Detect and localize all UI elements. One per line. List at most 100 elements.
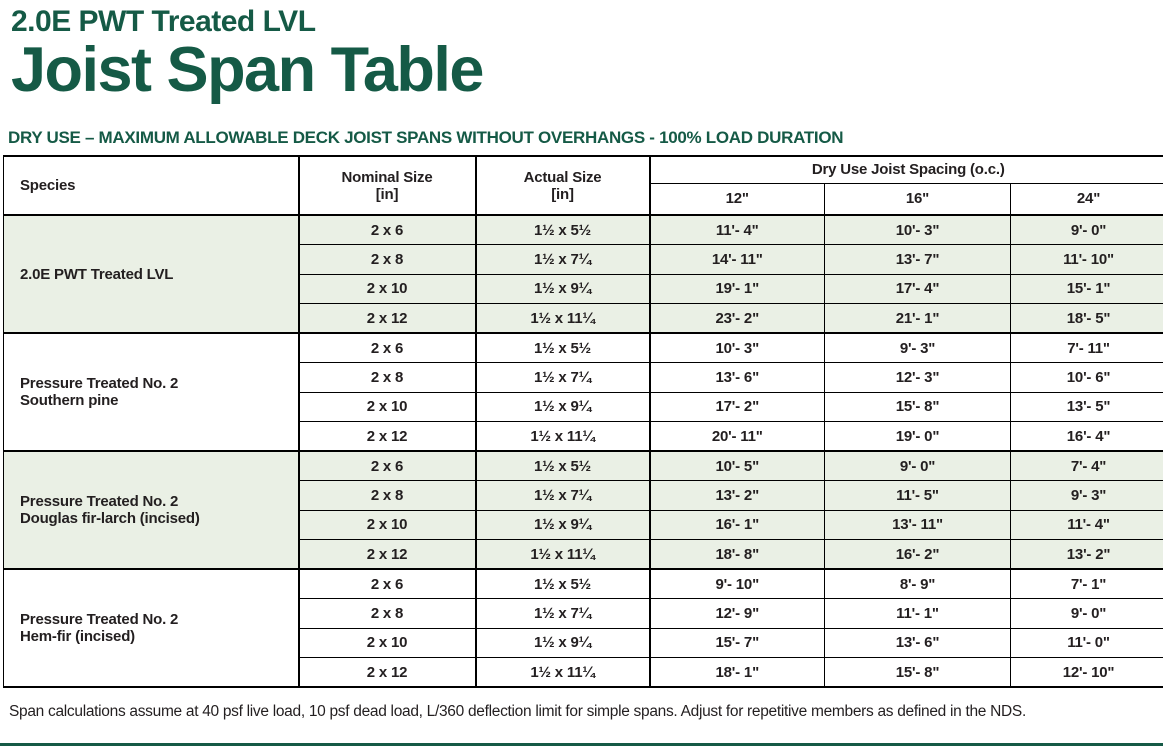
span-value-cell-16in: 21'- 1" [824, 303, 1011, 334]
nominal-size-cell: 2 x 12 [298, 421, 477, 452]
span-value-cell-24in: 15'- 1" [1009, 273, 1163, 305]
table-row: Pressure Treated No. 2 Hem-fir (incised) 2… [3, 568, 1163, 688]
nominal-size-cell: 2 x 10 [298, 627, 477, 659]
nominal-size-cell: 2 x 6 [298, 450, 477, 482]
span-value-cell-24in: 9'- 3" [1009, 480, 1163, 511]
span-value-cell-16in: 9'- 3" [824, 332, 1011, 364]
span-value-cell-12in: 14'- 11" [649, 244, 825, 275]
span-value-cell-24in: 18'- 5" [1009, 303, 1163, 334]
span-value-cell-12in: 10'- 3" [649, 332, 825, 364]
nominal-size-cell: 2 x 8 [298, 362, 477, 393]
actual-size-cell: 1½ x 5½ [475, 214, 651, 246]
span-value-cell-16in: 8'- 9" [824, 568, 1011, 600]
span-value-cell-12in: 13'- 2" [649, 480, 825, 511]
span-value-cell-24in: 13'- 5" [1009, 391, 1163, 423]
span-value-cell-16in: 9'- 0" [824, 450, 1011, 482]
page-title: Joist Span Table [11, 34, 484, 105]
nominal-size-cell: 2 x 10 [298, 509, 477, 541]
table-header: Species Nominal Size [in] Actual Size [i… [3, 155, 1163, 217]
col-header-nominal-size: Nominal Size [in] [298, 155, 477, 216]
joist-span-table: Species Nominal Size [in] Actual Size [i… [3, 155, 1163, 689]
actual-size-cell: 1½ x 7¼ [475, 598, 651, 629]
actual-size-cell: 1½ x 9¼ [475, 273, 651, 305]
span-value-cell-16in: 13'- 7" [824, 244, 1011, 275]
nominal-size-cell: 2 x 8 [298, 244, 477, 275]
actual-size-cell: 1½ x 11¼ [475, 657, 651, 688]
species-cell: Pressure Treated No. 2 Hem-fir (incised) [3, 568, 300, 688]
table-row: 2 x 12 1½ x 11¼ 23'- 2" 21'- 1" 18'- 5" [4, 303, 1163, 334]
span-value-cell-12in: 19'- 1" [649, 273, 825, 305]
col-header-spacing-24: 24" [1009, 182, 1163, 217]
col-header-actual-size-label: Actual Size [523, 168, 602, 186]
species-cell: 2.0E PWT Treated LVL [3, 214, 300, 334]
nominal-size-cell: 2 x 12 [298, 303, 477, 334]
span-value-cell-24in: 11'- 4" [1009, 509, 1163, 541]
span-value-cell-12in: 17'- 2" [649, 391, 825, 423]
table-subtitle: DRY USE – MAXIMUM ALLOWABLE DECK JOIST S… [8, 128, 844, 148]
span-value-cell-24in: 12'- 10" [1009, 657, 1163, 688]
species-name-line1: Pressure Treated No. 2 [20, 374, 179, 392]
col-header-spacing-16: 16" [824, 182, 1011, 217]
span-value-cell-24in: 9'- 0" [1009, 214, 1163, 246]
span-value-cell-24in: 11'- 10" [1009, 244, 1163, 275]
span-value-cell-16in: 17'- 4" [824, 273, 1011, 305]
col-header-spacing-12: 12" [649, 182, 825, 217]
table-row: 2 x 10 1½ x 9¼ 15'- 7" 13'- 6" 11'- 0" [4, 627, 1163, 659]
span-value-cell-12in: 16'- 1" [649, 509, 825, 541]
actual-size-cell: 1½ x 9¼ [475, 509, 651, 541]
species-name-line1: Pressure Treated No. 2 [20, 492, 179, 510]
nominal-size-cell: 2 x 8 [298, 480, 477, 511]
bottom-rule [0, 743, 1163, 746]
nominal-size-cell: 2 x 12 [298, 657, 477, 688]
table-row: 2 x 8 1½ x 7¼ 13'- 2" 11'- 5" 9'- 3" [4, 480, 1163, 511]
span-value-cell-24in: 7'- 11" [1009, 332, 1163, 364]
span-value-cell-12in: 18'- 8" [649, 539, 825, 570]
actual-size-cell: 1½ x 9¼ [475, 627, 651, 659]
species-name-line2: Southern pine [20, 392, 119, 410]
masthead: 2.0E PWT Treated LVL Joist Span Table [3, 6, 1160, 101]
span-value-cell-12in: 20'- 11" [649, 421, 825, 452]
table-row: 2 x 8 1½ x 7¼ 14'- 11" 13'- 7" 11'- 10" [4, 244, 1163, 275]
table-row: 2 x 10 1½ x 9¼ 19'- 1" 17'- 4" 15'- 1" [4, 273, 1163, 305]
table-row: 2 x 12 1½ x 11¼ 18'- 8" 16'- 2" 13'- 2" [4, 539, 1163, 570]
product-name: 2.0E PWT Treated LVL [11, 5, 316, 38]
actual-size-cell: 1½ x 11¼ [475, 303, 651, 334]
span-value-cell-16in: 19'- 0" [824, 421, 1011, 452]
span-value-cell-16in: 12'- 3" [824, 362, 1011, 393]
nominal-size-cell: 2 x 10 [298, 273, 477, 305]
span-value-cell-16in: 11'- 5" [824, 480, 1011, 511]
span-value-cell-16in: 15'- 8" [824, 391, 1011, 423]
nominal-size-cell: 2 x 8 [298, 598, 477, 629]
nominal-size-cell: 2 x 10 [298, 391, 477, 423]
table-row: 2 x 10 1½ x 9¼ 17'- 2" 15'- 8" 13'- 5" [4, 391, 1163, 423]
span-value-cell-12in: 11'- 4" [649, 214, 825, 246]
table-row: 2.0E PWT Treated LVL 2 x 6 1½ x 5½ 11'- 4" 1… [3, 214, 1163, 334]
nominal-size-cell: 2 x 6 [298, 214, 477, 246]
col-header-nominal-size-unit: [in] [375, 185, 399, 203]
table-row: 2 x 12 1½ x 11¼ 20'- 11" 19'- 0" 16'- 4" [4, 421, 1163, 452]
col-header-species: Species [3, 155, 300, 216]
span-value-cell-24in: 11'- 0" [1009, 627, 1163, 659]
species-name-line2: Hem-fir (incised) [20, 628, 135, 646]
span-value-cell-24in: 7'- 4" [1009, 450, 1163, 482]
span-value-cell-12in: 18'- 1" [649, 657, 825, 688]
actual-size-cell: 1½ x 5½ [475, 450, 651, 482]
span-value-cell-12in: 10'- 5" [649, 450, 825, 482]
col-header-actual-size: Actual Size [in] [475, 155, 651, 216]
actual-size-cell: 1½ x 7¼ [475, 362, 651, 393]
span-value-cell-16in: 10'- 3" [824, 214, 1011, 246]
span-value-cell-16in: 15'- 8" [824, 657, 1011, 688]
span-value-cell-12in: 9'- 10" [649, 568, 825, 600]
footnote: Span calculations assume at 40 psf live … [9, 703, 1026, 721]
actual-size-cell: 1½ x 5½ [475, 568, 651, 600]
actual-size-cell: 1½ x 9¼ [475, 391, 651, 423]
species-name-line1: Pressure Treated No. 2 [20, 610, 179, 628]
actual-size-cell: 1½ x 11¼ [475, 539, 651, 570]
col-header-nominal-size-label: Nominal Size [341, 168, 433, 186]
table-row: Pressure Treated No. 2 Southern pine 2 x 6… [3, 332, 1163, 452]
table-body: 2.0E PWT Treated LVL 2 x 6 1½ x 5½ 11'- 4" 1… [3, 214, 1163, 688]
actual-size-cell: 1½ x 5½ [475, 332, 651, 364]
span-value-cell-16in: 16'- 2" [824, 539, 1011, 570]
span-value-cell-24in: 9'- 0" [1009, 598, 1163, 629]
table-row: 2 x 10 1½ x 9¼ 16'- 1" 13'- 11" 11'- 4" [4, 509, 1163, 541]
